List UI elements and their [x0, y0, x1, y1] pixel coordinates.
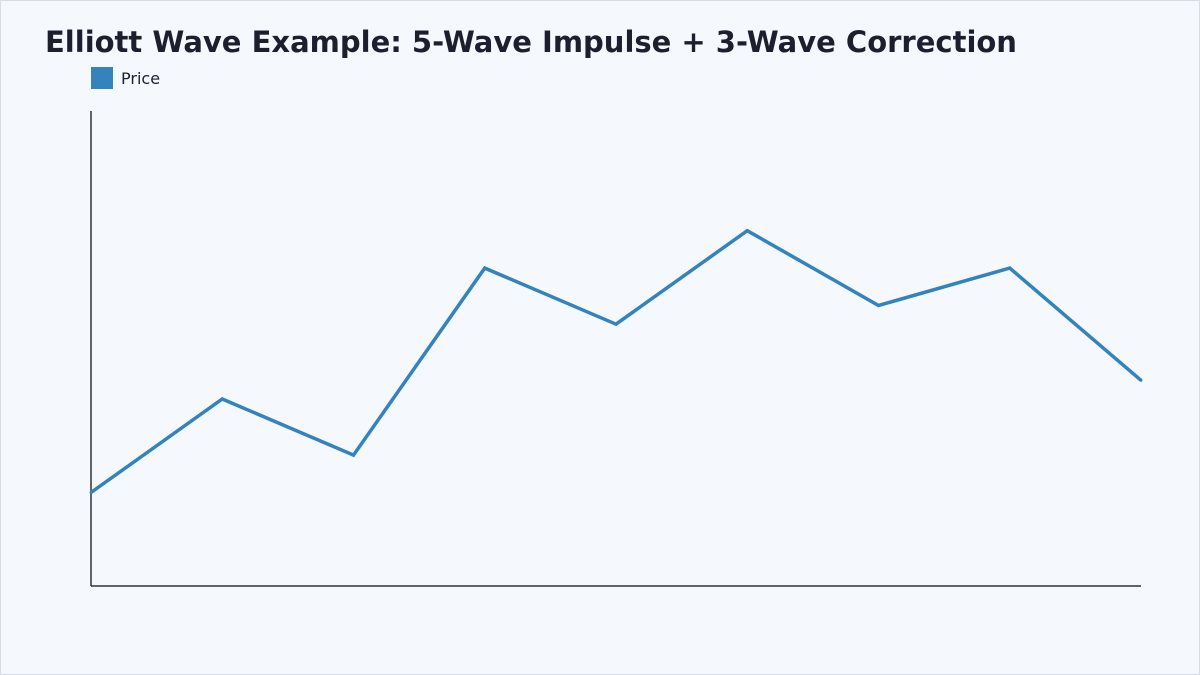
data-point — [352, 453, 355, 457]
data-point — [614, 322, 618, 326]
legend-swatch-price — [91, 67, 113, 89]
data-point — [220, 397, 224, 401]
data-point — [745, 229, 749, 233]
legend-label-price: Price — [121, 68, 161, 88]
data-point — [1008, 266, 1012, 270]
data-point — [483, 266, 487, 270]
chart-title: Elliott Wave Example: 5-Wave Impulse + 3… — [45, 25, 1017, 59]
data-point — [1139, 378, 1143, 382]
data-point — [877, 303, 880, 307]
series-line-price — [89, 228, 1143, 494]
legend: Price — [91, 67, 160, 89]
data-point — [89, 490, 93, 494]
